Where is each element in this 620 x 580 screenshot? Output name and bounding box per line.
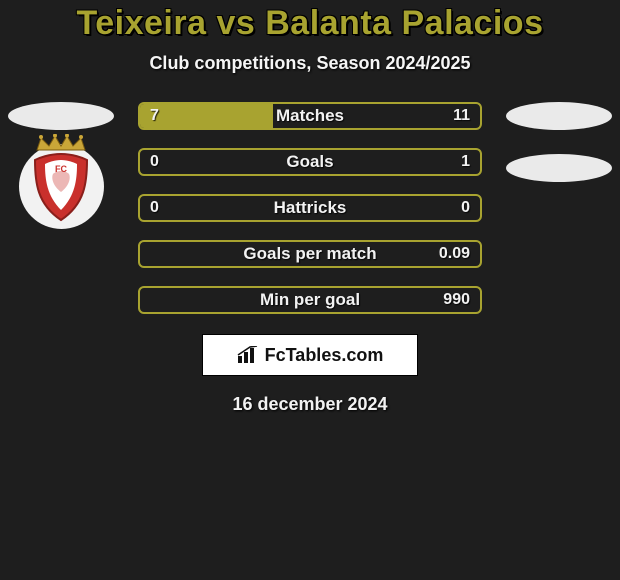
comparison-panel: FC 7Matches110Goals10Hattricks0Goals per… [0,102,620,415]
stat-row: Min per goal990 [138,286,482,314]
player-pill-left [8,102,114,130]
bars-icon [237,346,259,364]
stat-label: Matches [140,104,480,128]
svg-text:FC: FC [55,164,67,174]
stat-label: Min per goal [140,288,480,312]
logo-text: FcTables.com [265,345,384,366]
stat-value-right: 11 [453,104,470,128]
stat-row: 7Matches11 [138,102,482,130]
stat-row: 0Goals1 [138,148,482,176]
player-pill-right-2 [506,154,612,182]
stat-row: 0Hattricks0 [138,194,482,222]
player-pill-right-1 [506,102,612,130]
stat-label: Goals per match [140,242,480,266]
stat-value-right: 990 [443,288,470,312]
left-player-column: FC [6,102,116,229]
stat-label: Goals [140,150,480,174]
right-player-column [504,102,614,182]
stat-value-right: 0 [461,196,470,220]
stat-value-right: 0.09 [439,242,470,266]
stat-value-right: 1 [461,150,470,174]
date-line: 16 december 2024 [0,394,620,415]
club-badge-left: FC [19,144,104,229]
subtitle: Club competitions, Season 2024/2025 [0,53,620,74]
stat-row: Goals per match0.09 [138,240,482,268]
crown-icon [35,134,87,152]
stat-label: Hattricks [140,196,480,220]
page-title: Teixeira vs Balanta Palacios [0,4,620,43]
stat-rows: 7Matches110Goals10Hattricks0Goals per ma… [138,102,482,314]
shield-icon: FC [31,152,91,222]
fctables-logo: FcTables.com [202,334,418,376]
